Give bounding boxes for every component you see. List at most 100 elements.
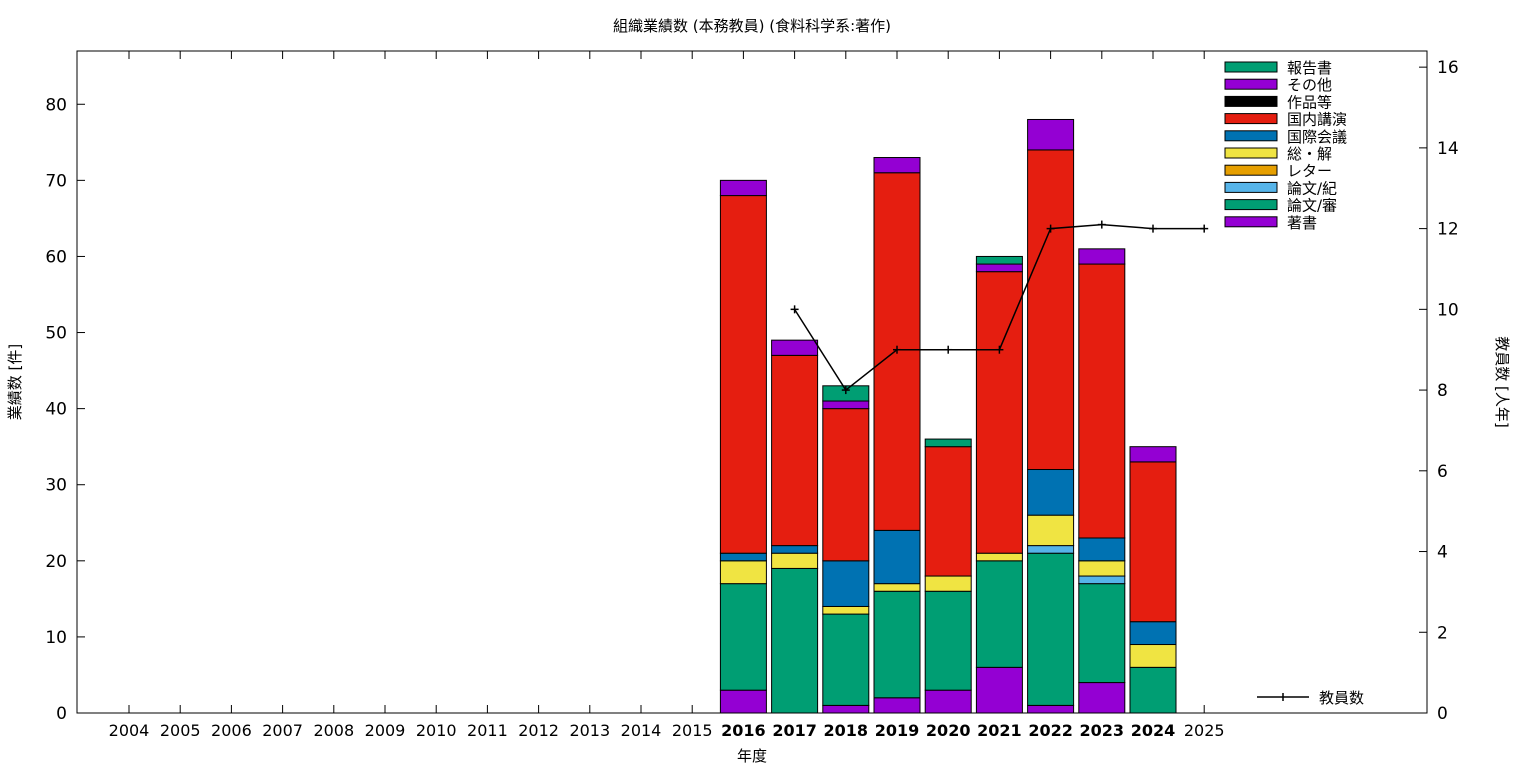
y2-tick-label: 0 xyxy=(1437,704,1448,724)
bar-segment xyxy=(924,590,972,691)
legend-swatch xyxy=(1224,95,1278,107)
legend-swatch xyxy=(1224,130,1278,142)
y2-axis-label: 教員数 [人年] xyxy=(1493,336,1511,427)
x-tick-label: 2006 xyxy=(211,721,252,740)
bar-segment xyxy=(1078,248,1126,265)
x-tick-label: 2004 xyxy=(109,721,150,740)
legend-label: その他 xyxy=(1287,76,1332,94)
x-tick-label: 2016 xyxy=(721,721,766,740)
bar-segment xyxy=(771,354,819,547)
x-axis-label: 年度 xyxy=(737,747,767,765)
bar-segment xyxy=(924,446,972,577)
bar-segment xyxy=(719,195,767,554)
bar-segment xyxy=(873,529,921,585)
bar-segment xyxy=(924,575,972,592)
x-tick-label: 2015 xyxy=(672,721,713,740)
y-tick-label: 60 xyxy=(45,247,67,267)
bar-segment xyxy=(975,666,1023,714)
x-tick-label: 2011 xyxy=(467,721,508,740)
bar-segment xyxy=(924,438,972,448)
legend-swatch xyxy=(1224,216,1278,228)
legend-swatch xyxy=(1224,113,1278,125)
bar-segment xyxy=(1027,514,1075,547)
legend-swatch xyxy=(1224,78,1278,90)
bar-segment xyxy=(1027,545,1075,554)
legend-label: 国際会議 xyxy=(1287,128,1347,146)
x-tick-label: 2022 xyxy=(1028,721,1073,740)
bar-segment xyxy=(771,545,819,554)
legend-swatch xyxy=(1224,61,1278,73)
line-legend-label: 教員数 xyxy=(1319,689,1364,707)
legend-swatch xyxy=(1224,199,1278,211)
y-tick-label: 10 xyxy=(45,628,67,648)
bar-segment xyxy=(822,560,870,607)
bar-segment xyxy=(975,255,1023,265)
y2-tick-label: 14 xyxy=(1437,139,1459,159)
x-tick-label: 2005 xyxy=(160,721,201,740)
legend-label: レター xyxy=(1287,162,1332,180)
bar-segment xyxy=(719,560,767,585)
bar-segment xyxy=(719,179,767,197)
plot-frame xyxy=(76,50,1428,714)
x-tick-label: 2023 xyxy=(1080,721,1125,740)
bar-segment xyxy=(1129,666,1177,714)
legend-swatch xyxy=(1224,147,1278,159)
x-tick-label: 2020 xyxy=(926,721,971,740)
bar-segment xyxy=(873,697,921,714)
x-tick-label: 2017 xyxy=(772,721,817,740)
y2-tick-label: 16 xyxy=(1437,58,1459,78)
bar-segment xyxy=(873,157,921,174)
legend-swatch xyxy=(1224,181,1278,193)
bar-segment xyxy=(1129,446,1177,463)
plot-area: 0 10 20 30 40 50 60 70 80 0 2 4 6 8 10 12 14 16 2004 2005 20… xyxy=(45,51,1459,740)
bar-segment xyxy=(719,552,767,562)
bar-segment xyxy=(822,408,870,562)
y-tick-label: 0 xyxy=(56,704,67,724)
y2-tick-label: 6 xyxy=(1437,462,1448,482)
bar-segment xyxy=(822,613,870,706)
y2-tick-label: 2 xyxy=(1437,623,1448,643)
legend-label: 報告書 xyxy=(1287,59,1332,77)
bar-segment xyxy=(975,263,1023,273)
x-tick-label: 2009 xyxy=(365,721,406,740)
bar-segment xyxy=(1078,575,1126,585)
bar-segment xyxy=(873,583,921,592)
x-tick-label: 2025 xyxy=(1184,721,1225,740)
bar-segment xyxy=(975,271,1023,554)
bar-segment xyxy=(719,689,767,714)
bar-segment xyxy=(771,567,819,714)
bar-segment xyxy=(975,560,1023,668)
y2-tick-label: 12 xyxy=(1437,220,1459,240)
y2-tick-label: 10 xyxy=(1437,300,1459,320)
x-tick-label: 2010 xyxy=(416,721,457,740)
y2-tick-label: 8 xyxy=(1437,381,1448,401)
x-tick-label: 2021 xyxy=(977,721,1022,740)
bar-segment xyxy=(771,339,819,356)
bar-segment xyxy=(1078,682,1126,714)
bar-segment xyxy=(1078,560,1126,577)
y-tick-label: 30 xyxy=(45,476,67,496)
legend-label: 著書 xyxy=(1287,214,1317,232)
legend-label: 論文/紀 xyxy=(1287,179,1337,197)
x-tick-label: 2019 xyxy=(875,721,920,740)
bar-segment xyxy=(1027,704,1075,714)
bar-segment xyxy=(1129,621,1177,646)
bar-segment xyxy=(1027,149,1075,471)
legend-label: 論文/審 xyxy=(1287,197,1337,215)
x-tick-label: 2014 xyxy=(621,721,662,740)
chart-title: 組織業績数 (本務教員) (食料科学系:著作) xyxy=(613,17,891,35)
x-tick-label: 2012 xyxy=(518,721,559,740)
x-tick-label: 2024 xyxy=(1131,721,1176,740)
bar-segment xyxy=(1078,537,1126,562)
x-tick-label: 2007 xyxy=(262,721,303,740)
y-axis-label: 業績数 [件] xyxy=(6,344,24,420)
x-tick-label: 2018 xyxy=(824,721,869,740)
y-tick-label: 40 xyxy=(45,400,67,420)
legend-swatch xyxy=(1224,164,1278,176)
bar-segment xyxy=(822,400,870,410)
y2-tick-label: 4 xyxy=(1437,543,1448,563)
y-tick-label: 80 xyxy=(45,95,67,115)
legend-label: 国内講演 xyxy=(1287,111,1347,129)
y-tick-label: 50 xyxy=(45,324,67,344)
